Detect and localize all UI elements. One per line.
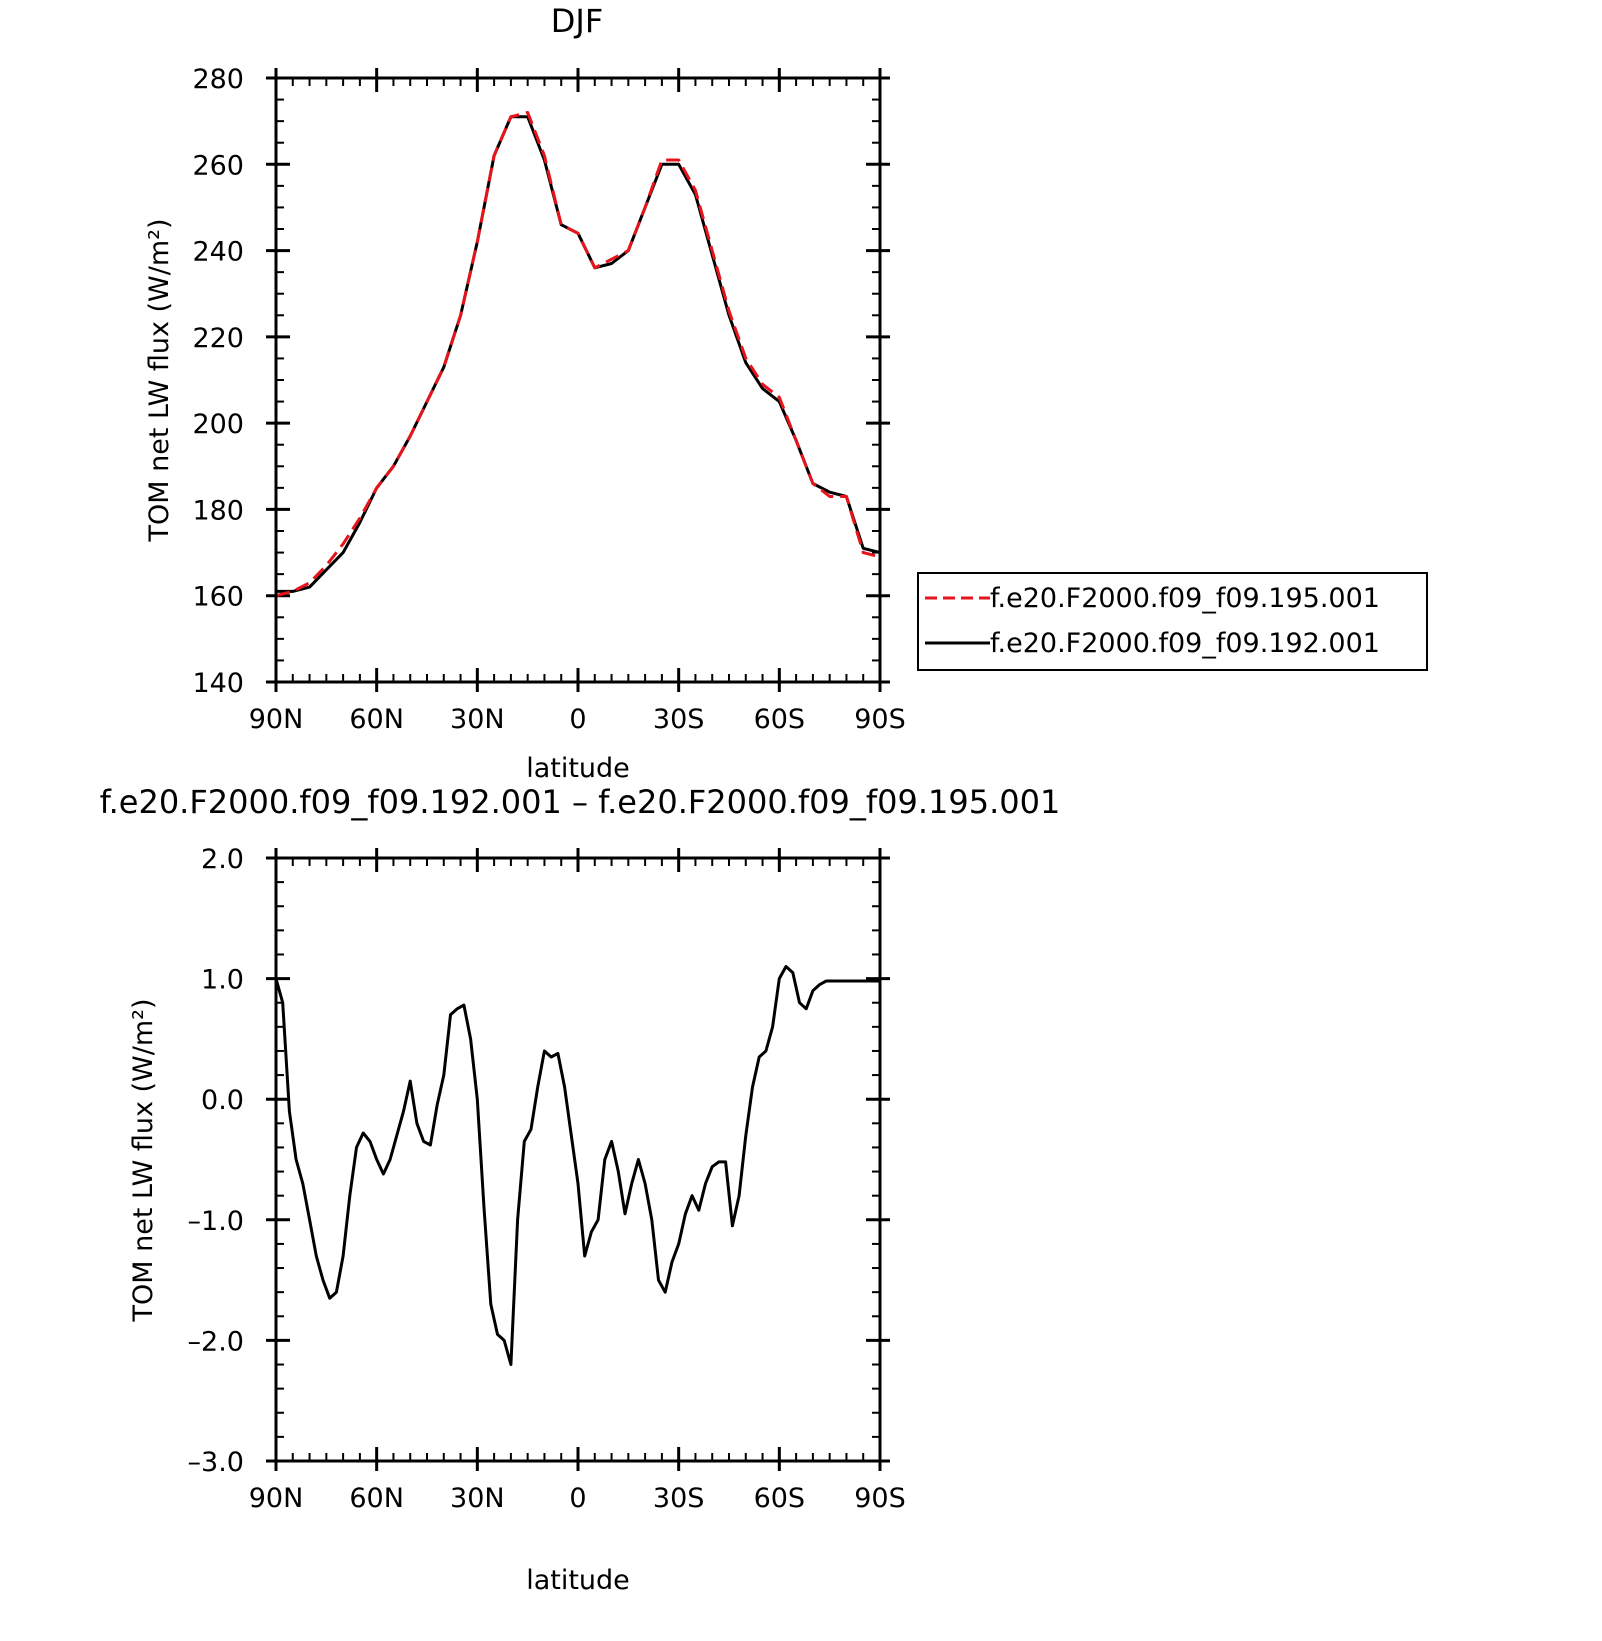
top-x-tick-label: 30N xyxy=(450,704,505,735)
top-x-tick-label: 90S xyxy=(854,704,906,735)
bottom-x-tick-label: 30S xyxy=(653,1483,705,1514)
bottom-y-tick-label: 2.0 xyxy=(201,844,244,875)
top-y-tick-label: 220 xyxy=(192,323,244,354)
bottom-y-tick-label: –1.0 xyxy=(188,1206,244,1237)
bottom-x-tick-label: 30N xyxy=(450,1483,505,1514)
bottom-series-line-0 xyxy=(274,965,880,1366)
bottom-x-tick-label: 60N xyxy=(349,1483,404,1514)
top-x-tick-label: 30S xyxy=(653,704,705,735)
top-panel-title: DJF xyxy=(551,2,603,40)
top-axes-ticks: 90N 60N 30N 0 30S 60S 90S 140 160 180 200 220 240 260… xyxy=(192,64,905,735)
bottom-x-tick-label: 60S xyxy=(754,1483,806,1514)
bottom-y-tick-label: 1.0 xyxy=(201,965,244,996)
bottom-y-tick-label: –2.0 xyxy=(188,1326,244,1357)
top-x-tick-label: 60S xyxy=(754,704,806,735)
top-plot-frame xyxy=(274,76,882,684)
bottom-y-axis-label: TOM net LW flux (W/m²) xyxy=(128,998,159,1322)
bottom-x-axis-label: latitude xyxy=(526,1565,630,1596)
top-y-tick-label: 140 xyxy=(192,668,244,699)
top-y-tick-label: 160 xyxy=(192,582,244,613)
top-y-tick-label: 280 xyxy=(192,64,244,95)
bottom-panel-title: f.e20.F2000.f09_f09.192.001 – f.e20.F200… xyxy=(100,783,1061,821)
top-x-tick-label: 0 xyxy=(569,704,586,735)
top-series-group xyxy=(275,111,881,598)
top-x-axis-label: latitude xyxy=(526,753,630,784)
bottom-x-tick-label: 90N xyxy=(249,1483,304,1514)
bottom-plot-frame xyxy=(274,856,882,1463)
top-series-line-0 xyxy=(275,111,881,598)
top-y-axis-label: TOM net LW flux (W/m²) xyxy=(144,218,175,542)
top-y-tick-label: 180 xyxy=(192,495,244,526)
top-x-tick-label: 60N xyxy=(349,704,404,735)
bottom-x-tick-label: 90S xyxy=(854,1483,906,1514)
top-x-tick-label: 90N xyxy=(249,704,304,735)
top-series-line-1 xyxy=(276,115,881,593)
bottom-y-tick-label: 0.0 xyxy=(201,1085,244,1116)
legend-label-192: f.e20.F2000.f09_f09.192.001 xyxy=(990,628,1380,659)
legend-label-195: f.e20.F2000.f09_f09.195.001 xyxy=(990,583,1380,614)
bottom-y-tick-label: –3.0 xyxy=(188,1447,244,1478)
legend: f.e20.F2000.f09_f09.195.001 f.e20.F2000.… xyxy=(917,572,1428,671)
top-y-tick-label: 260 xyxy=(192,150,244,181)
bottom-x-tick-label: 0 xyxy=(569,1483,586,1514)
legend-box xyxy=(917,572,1428,671)
top-y-tick-label: 200 xyxy=(192,409,244,440)
top-panel: DJF 90N 60N 30N 0 30S 60S 90S 140 160 180 200 220 24… xyxy=(144,2,906,784)
top-y-tick-label: 240 xyxy=(192,237,244,268)
bottom-axes-ticks: 90N 60N 30N 0 30S 60S 90S –3.0 –2.0 –1.0 0.0 1.0 2.0 xyxy=(188,844,906,1514)
bottom-series-group xyxy=(274,965,880,1366)
bottom-panel: f.e20.F2000.f09_f09.192.001 – f.e20.F200… xyxy=(100,783,1061,1596)
